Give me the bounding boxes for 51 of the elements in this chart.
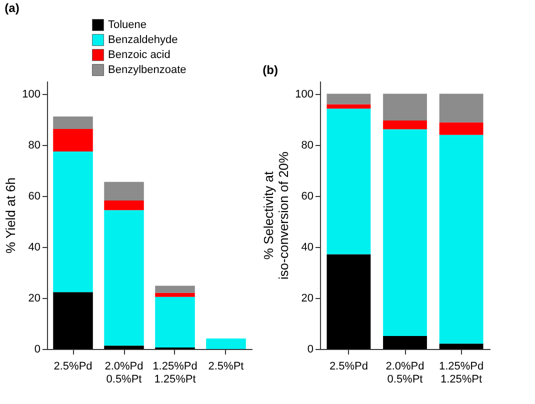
bar	[326, 94, 371, 104]
bar	[383, 120, 427, 130]
bar	[439, 122, 484, 135]
y-tick-label: 60	[301, 190, 314, 202]
bar	[206, 338, 246, 349]
bar	[104, 346, 144, 349]
chart-title: (a)	[4, 1, 20, 15]
bar	[53, 116, 93, 129]
legend-label: Toluene	[108, 19, 147, 31]
bar	[155, 296, 195, 348]
y-tick-label: 40	[301, 241, 314, 254]
x-tick-label: 2.5%Pt	[208, 360, 244, 372]
bar	[439, 94, 484, 122]
y-tick-label: 0	[34, 344, 40, 356]
x-tick-label: 2.0%Pd 0.5%Pt	[104, 360, 144, 386]
y-tick-label: 100	[295, 88, 314, 100]
legend-label: Benzoic acid	[108, 49, 170, 61]
bar	[104, 182, 144, 200]
y-tick-label: 100	[22, 88, 40, 100]
chart-title: (b)	[262, 63, 278, 77]
bar	[383, 336, 427, 349]
legend-label: Benzylbenzoate	[108, 64, 186, 76]
x-tick-label: 2.5%Pd	[54, 360, 92, 372]
x-tick-label: 1.25%Pd 1.25%Pt	[438, 360, 484, 386]
bar	[383, 94, 427, 121]
x-tick-label: 2.0%Pd 0.5%Pt	[386, 360, 424, 386]
y-tick-label: 80	[301, 139, 314, 152]
y-tick-label: 80	[28, 139, 40, 152]
y-axis-title: % Selectivity at iso-conversion of 20%	[261, 151, 292, 280]
y-tick-label: 60	[28, 190, 40, 202]
x-tick-label: 2.5%Pd	[329, 360, 368, 372]
y-axis-title: % Yield at 6h	[3, 178, 18, 254]
bar	[326, 104, 371, 109]
bar	[53, 292, 93, 349]
bar	[439, 134, 484, 344]
bar	[104, 200, 144, 210]
legend-label: Benzaldehyde	[108, 34, 178, 46]
y-tick-label: 20	[301, 292, 314, 304]
bar	[155, 292, 195, 297]
bar	[104, 210, 144, 346]
y-tick-label: 40	[28, 241, 40, 254]
bar	[326, 254, 371, 349]
bar	[439, 344, 484, 349]
y-tick-label: 20	[28, 292, 40, 304]
bar	[53, 151, 93, 292]
bar	[326, 108, 371, 254]
bar	[53, 128, 93, 152]
x-tick-label: 1.25%Pd 1.25%Pt	[152, 360, 198, 386]
y-tick-label: 0	[307, 344, 314, 356]
bar	[383, 129, 427, 336]
bar	[155, 286, 195, 293]
